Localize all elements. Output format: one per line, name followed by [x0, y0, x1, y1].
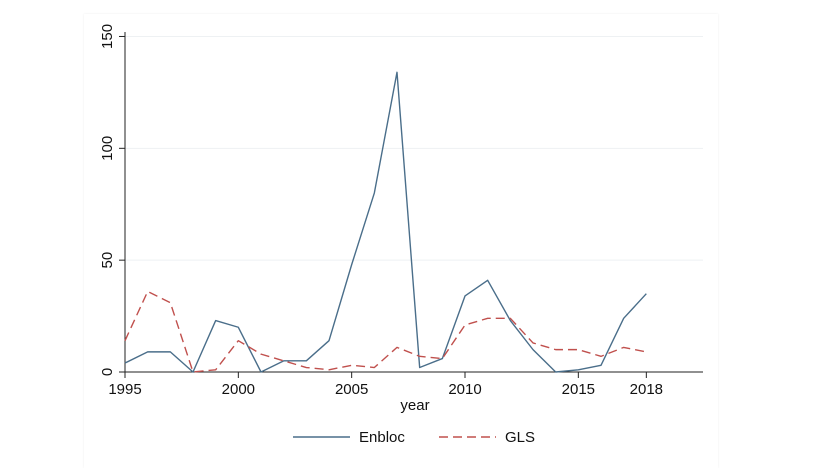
- y-tick-label: 0: [99, 368, 116, 376]
- x-axis-title: year: [400, 397, 429, 414]
- x-ticks: 1995 2000 2005 2010 2015 2018: [108, 372, 663, 398]
- legend: Enbloc GLS: [293, 429, 535, 446]
- series-line-enbloc: [124, 71, 647, 373]
- gridlines: [125, 35, 703, 261]
- axes: [124, 32, 703, 373]
- series-lines: [124, 71, 647, 373]
- x-tick-label: 2000: [222, 381, 255, 398]
- x-tick-label: 1995: [108, 381, 141, 398]
- y-tick-label: 50: [99, 252, 116, 269]
- x-tick-label: 2018: [630, 381, 663, 398]
- series-line-gls: [124, 290, 647, 373]
- legend-label-enbloc: Enbloc: [359, 429, 405, 446]
- x-tick-label: 2010: [448, 381, 481, 398]
- y-tick-label: 150: [99, 24, 116, 49]
- y-tick-label: 100: [99, 136, 116, 161]
- x-tick-label: 2005: [335, 381, 368, 398]
- chart-panel: [84, 14, 718, 468]
- y-ticks: 0 50 100 150: [99, 24, 125, 376]
- x-tick-label: 2015: [562, 381, 595, 398]
- legend-label-gls: GLS: [505, 429, 535, 446]
